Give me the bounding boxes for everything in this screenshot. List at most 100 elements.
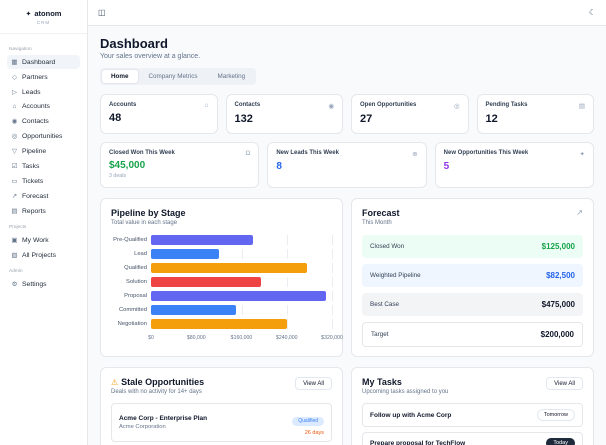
- sidebar-nav: Navigation ▦ Dashboard ◇ Partners ▷ Lead…: [0, 34, 87, 445]
- due-badge: Today: [546, 438, 575, 445]
- pipeline-bar-chart: Pre-Qualified Lead: [111, 235, 343, 343]
- chart-category-label: Pre-Qualified: [113, 237, 147, 243]
- section-label-admin: Admin: [9, 269, 23, 274]
- stat-card-accounts: Accounts ⌂ 48: [100, 94, 218, 134]
- sidebar: ✦ atonom CRM Navigation ▦ Dashboard ◇ Pa…: [0, 0, 88, 445]
- sidebar-item-partners[interactable]: ◇ Partners: [7, 70, 80, 84]
- task-row[interactable]: Prepare proposal for TechFlow Today: [362, 432, 583, 445]
- building-icon: ⌂: [204, 102, 209, 109]
- stale-opportunities-list: Acme Corp - Enterprise Plan Acme Corpora…: [111, 403, 332, 445]
- logo: ✦ atonom CRM: [0, 0, 87, 34]
- forecast-row-target: Target $200,000: [362, 322, 583, 347]
- chart-category-label: Qualified: [124, 265, 147, 271]
- section-label-projects: Projects: [9, 225, 27, 230]
- stat-label: Pending Tasks: [485, 102, 528, 108]
- stale-opportunities-card: ⚠ Stale Opportunities Deals with no acti…: [100, 367, 343, 445]
- bottom-row: ⚠ Stale Opportunities Deals with no acti…: [100, 367, 594, 445]
- forecast-card: Forecast This Month ↗ Closed Won $125,00…: [351, 198, 594, 357]
- stale-opportunity-row[interactable]: Acme Corp - Enterprise Plan Acme Corpora…: [111, 403, 332, 442]
- sidebar-item-forecast[interactable]: ↗ Forecast: [7, 189, 80, 203]
- target-icon: ◎: [453, 103, 460, 110]
- reports-icon: ▤: [11, 208, 18, 215]
- sidebar-item-opportunities[interactable]: ◎ Opportunities: [7, 129, 80, 143]
- chart-subtitle: Total value in each stage: [111, 220, 178, 226]
- tickets-icon: ▭: [11, 178, 18, 185]
- sidebar-item-label: Contacts: [22, 117, 49, 125]
- sidebar-item-settings[interactable]: ⚙ Settings: [7, 277, 80, 291]
- stage-badge: Qualified: [292, 416, 324, 426]
- all-projects-icon: ▧: [11, 252, 18, 259]
- sidebar-item-dashboard[interactable]: ▦ Dashboard: [7, 55, 80, 69]
- topbar: ◫ ☾: [88, 0, 606, 26]
- trending-up-icon: ↗: [576, 208, 583, 217]
- forecast-label: Weighted Pipeline: [370, 272, 421, 279]
- chart-bar: [151, 263, 307, 273]
- my-tasks-title: My Tasks: [362, 377, 402, 387]
- view-all-tasks-button[interactable]: View All: [546, 377, 583, 390]
- stat-label: Contacts: [234, 102, 261, 108]
- x-tick: $240,000: [275, 335, 298, 341]
- sidebar-item-contacts[interactable]: ◉ Contacts: [7, 114, 80, 128]
- tab-marketing[interactable]: Marketing: [209, 70, 255, 83]
- logo-text: atonom: [34, 9, 62, 18]
- stat-value: $45,000: [109, 160, 146, 171]
- section-label-navigation: Navigation: [9, 47, 32, 52]
- stat-value: 48: [109, 112, 122, 124]
- sidebar-item-reports[interactable]: ▤ Reports: [7, 204, 80, 218]
- task-name: Prepare proposal for TechFlow: [370, 439, 466, 445]
- sidebar-item-leads[interactable]: ▷ Leads: [7, 85, 80, 99]
- sidebar-item-pipeline[interactable]: ▽ Pipeline: [7, 144, 80, 158]
- sidebar-item-label: Forecast: [22, 192, 49, 200]
- sidebar-item-tasks[interactable]: ☑ Tasks: [7, 159, 80, 173]
- sidebar-item-label: Reports: [22, 207, 46, 215]
- my-work-icon: ▣: [11, 237, 18, 244]
- charts-row: Pipeline by Stage Total value in each st…: [100, 198, 594, 357]
- pipeline-icon: ▽: [12, 148, 17, 155]
- sidebar-item-tickets[interactable]: ▭ Tickets: [7, 174, 80, 188]
- sidebar-toggle-icon[interactable]: ◫: [98, 7, 106, 17]
- forecast-row-best-case: Best Case $475,000: [362, 293, 583, 316]
- stat-card-open-opportunities: Open Opportunities ◎ 27: [351, 94, 469, 134]
- stale-opportunities-title: Stale Opportunities: [121, 377, 205, 387]
- x-tick: $80,000: [186, 335, 206, 341]
- sidebar-item-my-work[interactable]: ▣ My Work: [7, 233, 80, 247]
- sidebar-item-accounts[interactable]: ⌂ Accounts: [7, 100, 80, 113]
- stat-card-contacts: Contacts ◉ 132: [225, 94, 343, 134]
- tab-company-metrics[interactable]: Company Metrics: [140, 70, 207, 83]
- theme-toggle-icon[interactable]: ☾: [588, 7, 596, 17]
- sidebar-item-label: Leads: [22, 88, 41, 96]
- clipboard-icon: ▤: [578, 103, 585, 110]
- opportunity-company: Acme Corporation: [119, 423, 166, 430]
- highlight-cards-row: Closed Won This Week Ω $45,000 3 deals N…: [100, 142, 594, 188]
- opportunity-name: Acme Corp - Enterprise Plan: [119, 414, 208, 422]
- sidebar-item-label: All Projects: [22, 251, 56, 259]
- main-column: ◫ ☾ Dashboard Your sales overview at a g…: [88, 0, 606, 445]
- view-all-stale-button[interactable]: View All: [295, 377, 332, 390]
- forecast-value: $125,000: [541, 242, 575, 251]
- chart-category-label: Negotiation: [117, 321, 147, 327]
- tasks-icon: ☑: [11, 163, 18, 170]
- sidebar-item-label: Partners: [22, 73, 48, 81]
- task-row[interactable]: Follow up with Acme Corp Tomorrow: [362, 403, 583, 427]
- trophy-icon: Ω: [245, 150, 251, 157]
- sidebar-item-all-projects[interactable]: ▧ All Projects: [7, 248, 80, 262]
- user-plus-icon: ⊕: [412, 151, 418, 158]
- stat-label: New Leads This Week: [276, 150, 339, 156]
- forecast-value: $82,500: [546, 271, 575, 280]
- sidebar-item-label: My Work: [22, 236, 49, 244]
- settings-icon: ⚙: [11, 281, 18, 288]
- accounts-icon: ⌂: [12, 103, 17, 110]
- stat-value: 8: [276, 161, 282, 172]
- stat-subtext: 3 deals: [109, 173, 127, 179]
- tab-home[interactable]: Home: [102, 70, 138, 83]
- my-tasks-card: My Tasks Upcoming tasks assigned to you …: [351, 367, 594, 445]
- sparkle-icon: ✦: [579, 151, 585, 158]
- sidebar-item-label: Pipeline: [22, 147, 47, 155]
- chart-category-label: Proposal: [124, 293, 147, 299]
- leads-icon: ▷: [12, 89, 17, 96]
- chart-bar: [151, 235, 253, 245]
- logo-subtext: CRM: [36, 20, 51, 25]
- warning-icon: ⚠: [111, 377, 119, 387]
- days-stale: 26 days: [304, 429, 324, 436]
